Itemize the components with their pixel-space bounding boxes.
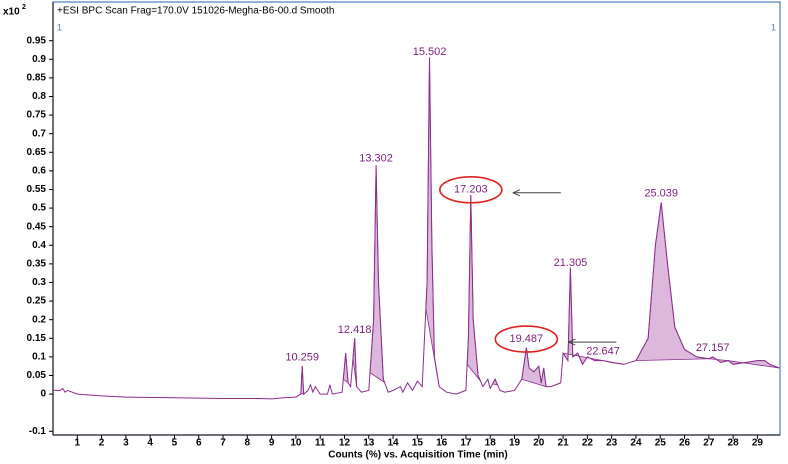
chart-title: +ESI BPC Scan Frag=170.0V 151026-Megha-B… bbox=[57, 6, 334, 17]
x-tick-label: 19 bbox=[509, 438, 521, 449]
y-tick-label: 0.9 bbox=[32, 54, 46, 65]
x-axis-title: Counts (%) vs. Acquisition Time (min) bbox=[328, 450, 507, 461]
y-tick-label: 0.4 bbox=[32, 240, 46, 251]
arrow-head bbox=[512, 189, 521, 197]
x-tick-label: 21 bbox=[558, 438, 570, 449]
x-tick-label: 4 bbox=[147, 438, 153, 449]
y-tick-label: 0.8 bbox=[32, 91, 46, 102]
x-tick-label: 3 bbox=[123, 438, 129, 449]
peak-label: 10.259 bbox=[285, 352, 319, 364]
highlight-circle bbox=[439, 176, 503, 204]
x-tick-label: 1 bbox=[75, 438, 81, 449]
y-tick-label: 0.3 bbox=[32, 277, 46, 288]
y-tick-label: 0.65 bbox=[27, 147, 47, 158]
y-tick-label: 0 bbox=[40, 389, 46, 400]
y-tick-label: 0.5 bbox=[32, 203, 46, 214]
x-tick-label: 7 bbox=[220, 438, 226, 449]
trace bbox=[53, 57, 780, 400]
highlight-circle bbox=[494, 325, 559, 353]
y-tick-label: 0.05 bbox=[27, 370, 47, 381]
x-tick-label: 24 bbox=[630, 438, 642, 449]
y-tick-label: 0.35 bbox=[27, 259, 47, 270]
x-tick-label: 15 bbox=[412, 438, 424, 449]
x-tick-label: 9 bbox=[269, 438, 275, 449]
x-tick-label: 6 bbox=[196, 438, 202, 449]
x-tick-label: 17 bbox=[460, 438, 472, 449]
x-tick-label: 25 bbox=[655, 438, 667, 449]
x-tick-label: 26 bbox=[679, 438, 691, 449]
x-tick-label: 8 bbox=[245, 438, 251, 449]
panel-label: 1 bbox=[57, 22, 62, 32]
y-tick-label: 0.15 bbox=[27, 333, 47, 344]
x-tick-label: 14 bbox=[387, 438, 399, 449]
y-tick-label: 0.25 bbox=[27, 296, 47, 307]
x-tick-label: 2 bbox=[99, 438, 105, 449]
x-tick-label: 11 bbox=[315, 438, 326, 449]
peak-label: 22.647 bbox=[586, 346, 620, 358]
y-scale-exponent: 2 bbox=[22, 4, 26, 11]
integrated-region bbox=[635, 202, 709, 362]
y-tick-label: 0.1 bbox=[32, 352, 46, 363]
peak-label: 25.039 bbox=[644, 188, 678, 200]
integrated-region bbox=[369, 165, 386, 384]
x-tick-label: 12 bbox=[339, 438, 351, 449]
x-tick-label: 22 bbox=[582, 438, 594, 449]
plot-frame bbox=[52, 1, 781, 436]
x-tick-label: 5 bbox=[172, 438, 178, 449]
panel-label: 1 bbox=[771, 22, 776, 32]
x-tick-label: 20 bbox=[533, 438, 545, 449]
x-tick-label: 27 bbox=[703, 438, 715, 449]
peak-label: 19.487 bbox=[510, 333, 544, 345]
y-tick-label: 0.7 bbox=[32, 128, 46, 139]
peak-label: 12.418 bbox=[338, 324, 372, 336]
x-tick-label: 13 bbox=[363, 438, 375, 449]
x-tick-label: 18 bbox=[485, 438, 497, 449]
peak-label: 21.305 bbox=[554, 257, 588, 269]
y-tick-label: 0.6 bbox=[32, 166, 46, 177]
y-tick-label: 0.75 bbox=[27, 110, 47, 121]
y-scale-label: x10 bbox=[3, 7, 20, 18]
y-tick-label: 0.2 bbox=[32, 314, 46, 325]
x-tick-label: 16 bbox=[436, 438, 448, 449]
y-tick-label: -0.1 bbox=[29, 426, 47, 437]
x-tick-label: 10 bbox=[290, 438, 302, 449]
x-tick-label: 28 bbox=[728, 438, 740, 449]
x-tick-label: 23 bbox=[606, 438, 618, 449]
arrow-head bbox=[568, 338, 576, 346]
y-tick-label: 0.55 bbox=[27, 184, 47, 195]
peak-label: 27.157 bbox=[696, 342, 730, 354]
y-tick-label: 0.95 bbox=[27, 35, 47, 46]
peak-label: 17.203 bbox=[454, 184, 488, 196]
x-tick-label: 29 bbox=[752, 438, 764, 449]
y-tick-label: 0.45 bbox=[27, 221, 47, 232]
y-tick-label: 0.85 bbox=[27, 73, 47, 84]
peak-label: 13.302 bbox=[359, 153, 393, 165]
peak-label: 15.502 bbox=[413, 46, 447, 58]
